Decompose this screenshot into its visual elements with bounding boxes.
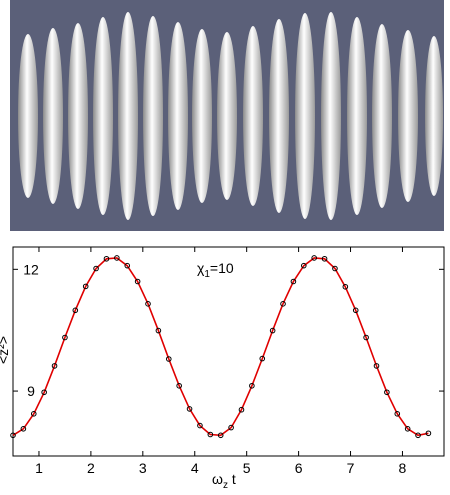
y-tick-label: 12 bbox=[23, 261, 39, 277]
data-point bbox=[249, 382, 255, 389]
data-point bbox=[425, 430, 432, 437]
data-point bbox=[259, 355, 266, 362]
data-point bbox=[384, 389, 390, 396]
data-point bbox=[155, 327, 162, 334]
data-point bbox=[321, 255, 328, 262]
y-tick-label: 9 bbox=[27, 383, 35, 399]
data-point bbox=[280, 301, 286, 307]
x-tick-label: 5 bbox=[243, 460, 251, 476]
annotation-symbol: χ bbox=[197, 260, 205, 276]
data-point bbox=[207, 431, 214, 438]
data-point bbox=[186, 406, 193, 412]
data-point bbox=[93, 265, 99, 272]
data-point bbox=[332, 265, 338, 272]
data-point bbox=[228, 424, 234, 431]
y-axis-label: <z̃²> bbox=[0, 336, 11, 364]
data-point bbox=[103, 255, 110, 262]
data-point bbox=[134, 278, 141, 285]
data-point bbox=[176, 382, 182, 389]
data-point bbox=[10, 432, 16, 439]
x-label-rest: t bbox=[228, 471, 236, 487]
data-point bbox=[20, 426, 27, 432]
data-point bbox=[197, 422, 203, 429]
data-point bbox=[373, 363, 380, 369]
x-label-sub: z bbox=[223, 480, 228, 490]
curve bbox=[12, 257, 429, 437]
data-point bbox=[394, 410, 401, 417]
x-tick-label: 2 bbox=[87, 460, 95, 476]
data-point bbox=[145, 301, 151, 307]
data-point bbox=[311, 255, 317, 261]
x-tick-label: 4 bbox=[191, 460, 199, 476]
data-point bbox=[363, 334, 369, 341]
data-point bbox=[300, 262, 307, 269]
x-label-symbol: ω bbox=[212, 471, 223, 487]
data-point bbox=[124, 262, 131, 269]
data-point bbox=[51, 363, 58, 369]
data-point bbox=[352, 307, 359, 314]
x-tick-label: 1 bbox=[35, 460, 43, 476]
plot-frame bbox=[12, 246, 445, 457]
data-point bbox=[62, 334, 68, 341]
x-tick-label: 3 bbox=[139, 460, 147, 476]
data-point bbox=[217, 432, 224, 439]
x-axis-label: ωz t bbox=[212, 471, 236, 490]
annotation-rest: =10 bbox=[210, 260, 234, 276]
data-point bbox=[238, 406, 245, 413]
data-point bbox=[415, 432, 421, 439]
data-point bbox=[269, 327, 276, 334]
data-point bbox=[404, 426, 411, 432]
density-image bbox=[10, 0, 444, 231]
data-point bbox=[114, 255, 120, 261]
data-point bbox=[30, 410, 37, 417]
annotation: χ1=10 bbox=[197, 260, 234, 280]
annotation-sub: 1 bbox=[204, 269, 210, 280]
data-point bbox=[342, 283, 349, 290]
data-point bbox=[41, 389, 47, 396]
x-tick-label: 6 bbox=[295, 460, 303, 476]
data-point bbox=[165, 356, 172, 362]
data-point bbox=[82, 283, 89, 290]
x-tick-label: 8 bbox=[399, 460, 407, 476]
data-point bbox=[290, 278, 297, 285]
x-tick-label: 7 bbox=[347, 460, 355, 476]
data-point bbox=[72, 307, 79, 314]
